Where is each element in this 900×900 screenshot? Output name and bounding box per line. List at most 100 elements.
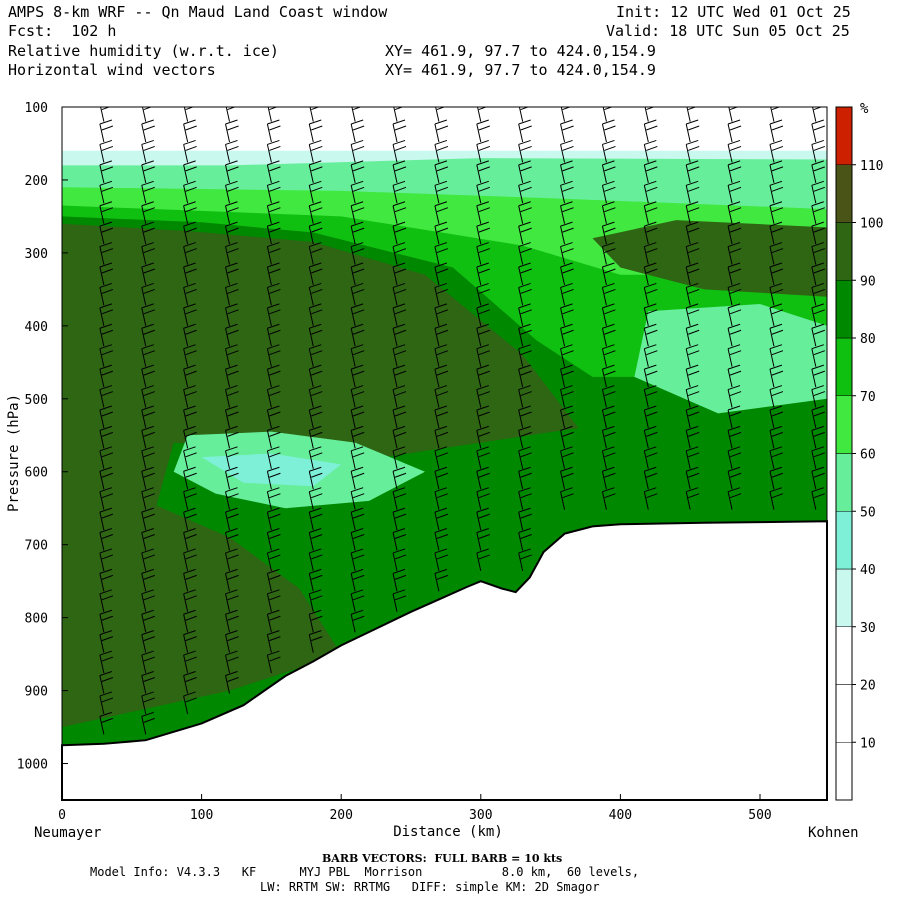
wind-barb bbox=[476, 466, 490, 490]
wind-barb bbox=[350, 262, 365, 286]
wind-barb bbox=[476, 364, 490, 388]
x-axis: 0 100 200 300 400 500 bbox=[58, 794, 772, 823]
wind-barb bbox=[727, 385, 742, 408]
colorbar-tick-label: 90 bbox=[860, 274, 876, 289]
wind-barb bbox=[183, 609, 197, 633]
wind-barb bbox=[99, 711, 114, 735]
wind-barb bbox=[518, 344, 532, 367]
wind-barb bbox=[476, 344, 490, 367]
model-info-line1: Model Info: V4.3.3 KF MYJ PBL Morrison 8… bbox=[90, 865, 640, 879]
wind-barb bbox=[225, 446, 239, 469]
wind-barb bbox=[308, 568, 323, 592]
wind-barb bbox=[99, 119, 114, 143]
wind-barb bbox=[392, 180, 407, 204]
wind-barb bbox=[685, 446, 700, 469]
wind-barb bbox=[392, 282, 407, 306]
wind-barb bbox=[308, 364, 323, 388]
wind-barb bbox=[812, 107, 823, 122]
colorbar-tick-label: 110 bbox=[860, 159, 883, 174]
wind-barb bbox=[685, 139, 700, 163]
colorbar: 10 20 30 40 50 60 70 80 90 100 110 bbox=[835, 106, 883, 801]
wind-barb bbox=[434, 507, 449, 531]
colorbar-tick-label: 60 bbox=[860, 448, 876, 463]
wind-barb bbox=[392, 119, 407, 143]
colorbar-swatch bbox=[835, 626, 853, 685]
wind-barb bbox=[99, 139, 114, 163]
wind-barb bbox=[518, 160, 532, 183]
wind-barb bbox=[643, 160, 658, 183]
wind-barb bbox=[560, 107, 572, 122]
wind-barb bbox=[392, 425, 407, 449]
wind-barb bbox=[141, 344, 155, 367]
wind-barb bbox=[643, 405, 658, 429]
wind-barb bbox=[225, 528, 239, 551]
wind-barb bbox=[601, 323, 616, 347]
wind-barb bbox=[685, 119, 700, 143]
wind-barb bbox=[308, 323, 323, 347]
wind-barb bbox=[476, 262, 490, 286]
wind-barb bbox=[141, 528, 155, 551]
wind-barb bbox=[518, 119, 532, 143]
wind-barb bbox=[225, 364, 239, 388]
colorbar-unit: % bbox=[860, 101, 869, 117]
colorbar-tick-label: 10 bbox=[860, 736, 876, 751]
wind-barb bbox=[769, 242, 784, 265]
wind-barb bbox=[308, 221, 323, 245]
wind-barb bbox=[476, 446, 490, 469]
x-tick-label: 200 bbox=[329, 808, 352, 823]
wind-barb bbox=[643, 242, 658, 265]
wind-barb bbox=[99, 323, 114, 347]
wind-barb bbox=[434, 201, 449, 224]
wind-barb bbox=[601, 446, 616, 469]
wind-barb bbox=[727, 160, 742, 183]
wind-barb bbox=[308, 262, 323, 286]
wind-barb bbox=[811, 160, 826, 183]
wind-barb bbox=[770, 107, 781, 122]
wind-barb bbox=[99, 201, 114, 224]
wind-barb bbox=[308, 466, 323, 490]
xy-range-rh: XY= 461.9, 97.7 to 424.0,154.9 bbox=[385, 42, 656, 60]
wind-barb bbox=[350, 507, 365, 531]
wind-barb bbox=[685, 221, 700, 245]
wind-barb bbox=[225, 609, 239, 633]
wind-barb bbox=[350, 242, 365, 265]
wind-barb bbox=[518, 528, 532, 551]
wind-barb bbox=[811, 282, 826, 306]
wind-barb bbox=[99, 568, 114, 592]
wind-barb bbox=[811, 405, 826, 429]
wind-barb bbox=[99, 691, 114, 715]
wind-barb bbox=[434, 323, 449, 347]
wind-barb bbox=[434, 262, 449, 286]
wind-barb bbox=[183, 589, 197, 612]
wind-barb bbox=[643, 364, 658, 388]
wind-barb bbox=[225, 405, 239, 429]
wind-barb bbox=[141, 548, 155, 572]
colorbar-swatch bbox=[835, 742, 853, 801]
wind-barb bbox=[560, 139, 574, 163]
wind-barb bbox=[392, 201, 407, 224]
wind-barb bbox=[183, 528, 197, 551]
wind-barb bbox=[685, 487, 700, 510]
wind-barb bbox=[560, 364, 574, 388]
wind-barb bbox=[350, 221, 365, 245]
wind-barb bbox=[477, 107, 488, 122]
wind-barb bbox=[266, 242, 281, 265]
wind-barb bbox=[141, 589, 155, 612]
field-label-wind: Horizontal wind vectors bbox=[8, 61, 216, 79]
wind-barb bbox=[142, 107, 153, 122]
wind-barb bbox=[141, 119, 155, 143]
wind-barb bbox=[601, 425, 616, 449]
wind-barb bbox=[518, 507, 532, 531]
wind-barb bbox=[392, 568, 407, 592]
wind-barb bbox=[225, 119, 239, 143]
colorbar-swatch bbox=[835, 164, 853, 223]
wind-barb bbox=[308, 630, 323, 653]
wind-barb bbox=[183, 139, 197, 163]
wind-barb bbox=[350, 303, 365, 326]
wind-barb bbox=[141, 201, 155, 224]
wind-barb bbox=[601, 487, 616, 510]
wind-barb bbox=[560, 282, 574, 306]
colorbar-swatch bbox=[835, 280, 853, 339]
wind-barb bbox=[183, 221, 197, 245]
wind-barb bbox=[392, 242, 407, 265]
